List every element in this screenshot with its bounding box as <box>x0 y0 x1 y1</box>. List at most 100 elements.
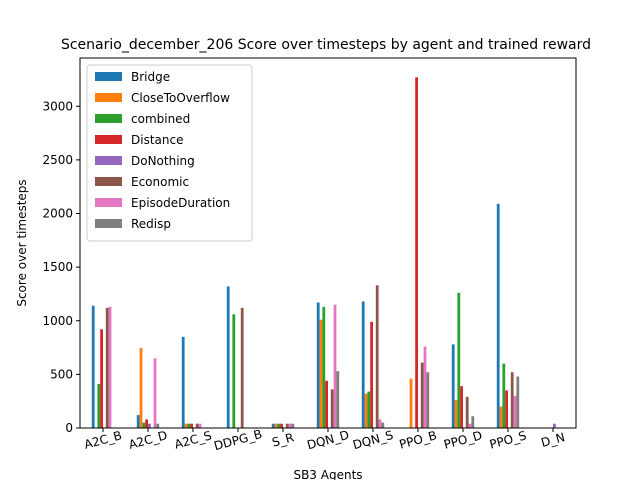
bar-combined-S_R <box>277 423 281 428</box>
bar-CloseToOverflow-PPO_S <box>499 406 503 428</box>
legend-swatch <box>95 72 122 81</box>
bar-Economic-DQN_D <box>330 389 334 428</box>
bar-EpisodeDuration-A2C_S <box>198 423 202 428</box>
bar-Distance-PPO_D <box>460 386 463 428</box>
legend-label: Distance <box>131 133 183 147</box>
y-tick-label: 1000 <box>42 314 73 328</box>
bar-Bridge-PPO_S <box>496 203 500 428</box>
bar-CloseToOverflow-A2C_D <box>139 348 143 428</box>
legend-label: Redisp <box>131 217 171 231</box>
bar-Economic-PPO_S <box>510 372 514 428</box>
bar-CloseToOverflow-S_R <box>274 423 278 428</box>
bar-Distance-A2C_D <box>145 419 148 428</box>
y-tick-label: 0 <box>65 421 73 435</box>
bar-CloseToOverflow-A2C_S <box>184 423 188 428</box>
legend-box <box>86 64 253 242</box>
bar-CloseToOverflow-PPO_B <box>409 378 413 428</box>
legend-swatch <box>95 156 122 165</box>
bars-group <box>91 77 556 429</box>
legend-swatch <box>95 219 122 228</box>
bar-Economic-DDPG_B <box>240 307 244 428</box>
x-tick-label: PPO_B <box>398 428 438 451</box>
bar-DoNothing-D_N <box>553 423 556 428</box>
y-tick-label: 1500 <box>42 260 73 274</box>
bar-Bridge-DQN_S <box>361 301 365 428</box>
x-tick-label: PPO_S <box>488 428 528 451</box>
bar-CloseToOverflow-PPO_D <box>454 400 458 428</box>
bar-EpisodeDuration-PPO_D <box>468 423 472 428</box>
bar-Redisp-PPO_S <box>516 376 520 428</box>
y-tick-label: 2500 <box>42 153 73 167</box>
bar-EpisodeDuration-PPO_S <box>513 395 517 428</box>
bar-Economic-A2C_S <box>195 423 199 428</box>
y-tick-label: 3000 <box>42 99 73 113</box>
bar-combined-DDPG_B <box>232 314 236 428</box>
bar-Bridge-S_R <box>271 423 275 428</box>
bar-combined-A2C_B <box>97 384 101 428</box>
x-tick-label: D_N <box>539 430 566 450</box>
bar-combined-A2C_D <box>142 422 146 428</box>
legend-label: EpisodeDuration <box>131 196 230 210</box>
bar-Bridge-DQN_D <box>316 302 320 428</box>
x-tick-label: A2C_B <box>83 428 124 451</box>
legend-label: combined <box>131 112 190 126</box>
bar-EpisodeDuration-DQN_S <box>378 419 382 428</box>
bar-EpisodeDuration-A2C_B <box>108 306 112 428</box>
bar-DoNothing-A2C_D <box>148 423 151 428</box>
x-tick-label: S_R <box>271 430 296 449</box>
y-tick-label: 2000 <box>42 207 73 221</box>
bar-Economic-A2C_B <box>105 307 109 428</box>
bar-Distance-PPO_B <box>415 77 418 429</box>
bar-Redisp-DQN_S <box>381 422 385 428</box>
bar-combined-DQN_D <box>322 306 326 428</box>
y-axis-label: Score over timesteps <box>15 179 29 306</box>
bar-Distance-PPO_S <box>505 390 508 428</box>
bar-Economic-S_R <box>285 423 289 428</box>
bar-EpisodeDuration-S_R <box>288 423 292 428</box>
bar-combined-A2C_S <box>187 423 191 428</box>
legend-label: DoNothing <box>131 154 195 168</box>
bar-Distance-A2C_S <box>190 423 193 428</box>
bar-Distance-A2C_B <box>100 329 103 428</box>
legend-label: CloseToOverflow <box>131 91 230 105</box>
legend-swatch <box>95 135 122 144</box>
bar-Redisp-A2C_D <box>156 423 160 428</box>
legend-label: Economic <box>131 175 189 189</box>
bar-Bridge-A2C_S <box>181 336 185 428</box>
bar-combined-DQN_S <box>367 391 371 428</box>
x-tick-label: A2C_S <box>173 428 213 451</box>
bar-combined-PPO_S <box>502 363 506 428</box>
bar-Bridge-DDPG_B <box>226 286 230 428</box>
bar-Redisp-S_R <box>291 423 295 428</box>
bar-combined-PPO_D <box>457 292 461 428</box>
bar-CloseToOverflow-DQN_S <box>364 393 368 428</box>
bar-Redisp-DQN_D <box>336 371 340 428</box>
x-axis: A2C_B A2C_D A2C_S DDPG_B S_R DQN_D DQN_S PPO_B P… <box>83 427 567 453</box>
chart-title: Scenario_december_206 Score over timeste… <box>61 37 591 53</box>
bar-Redisp-PPO_D <box>471 416 475 428</box>
legend-swatch <box>95 177 122 186</box>
bar-EpisodeDuration-DQN_D <box>333 304 337 428</box>
legend: Bridge CloseToOverflow combined Distance DoN… <box>86 64 253 242</box>
bar-EpisodeDuration-PPO_B <box>423 346 427 428</box>
legend-label: Bridge <box>131 70 170 84</box>
x-axis-label: SB3 Agents <box>293 468 362 480</box>
legend-swatch <box>95 198 122 207</box>
bar-Bridge-A2C_B <box>91 305 95 428</box>
bar-Distance-DQN_S <box>370 321 373 428</box>
y-axis: 0 500 1000 1500 2000 2500 3000 <box>42 99 80 435</box>
bar-Economic-PPO_B <box>420 362 424 428</box>
bar-Redisp-PPO_B <box>426 372 430 428</box>
legend-swatch <box>95 114 122 123</box>
bar-Economic-PPO_D <box>465 396 469 428</box>
bar-Distance-S_R <box>280 423 283 428</box>
y-tick-label: 500 <box>50 367 73 381</box>
bar-CloseToOverflow-DQN_D <box>319 319 323 428</box>
bar-Economic-DQN_S <box>375 285 379 428</box>
bar-EpisodeDuration-A2C_D <box>153 358 157 428</box>
legend-swatch <box>95 93 122 102</box>
bar-Bridge-PPO_D <box>451 344 455 428</box>
bar-Bridge-A2C_D <box>136 415 140 428</box>
bar-Distance-DQN_D <box>325 380 328 428</box>
